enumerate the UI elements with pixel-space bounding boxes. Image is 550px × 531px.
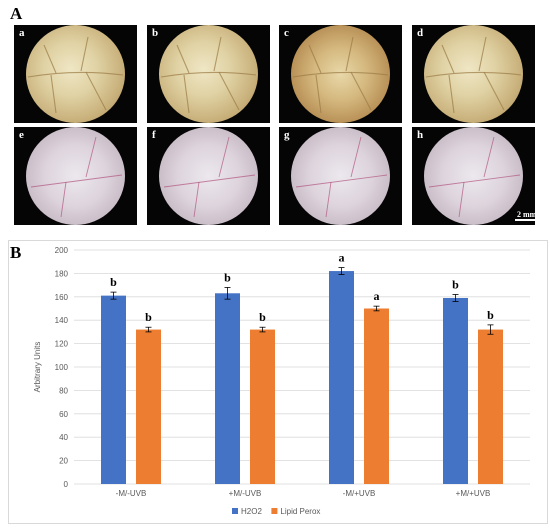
micrograph-b: b xyxy=(147,25,270,123)
y-tick-label: 0 xyxy=(64,480,69,489)
significance-letter: b xyxy=(110,275,117,289)
significance-letter: a xyxy=(339,251,345,265)
micrograph-g: g xyxy=(279,127,402,225)
y-tick-label: 100 xyxy=(55,363,69,372)
vein-lines xyxy=(163,136,256,218)
vein-lines xyxy=(295,136,388,218)
micrograph-letter: f xyxy=(152,129,156,141)
vein-lines xyxy=(292,36,389,114)
micrograph-letter: a xyxy=(19,27,25,39)
micrograph-a: a xyxy=(14,25,137,123)
leaf-disk xyxy=(26,127,125,225)
significance-letter: b xyxy=(259,310,266,324)
scale-bar-line xyxy=(515,219,539,221)
significance-letter: a xyxy=(374,289,380,303)
bar-h2o2 xyxy=(101,295,126,484)
micrograph-letter: e xyxy=(19,129,24,141)
vein-lines xyxy=(30,136,123,218)
panel-b-label: B xyxy=(10,243,22,262)
leaf-disk xyxy=(291,127,390,225)
x-category-label: +M/-UVB xyxy=(229,489,262,498)
y-tick-label: 140 xyxy=(55,316,69,325)
bar-h2o2 xyxy=(329,271,354,484)
significance-letter: b xyxy=(487,308,494,322)
significance-letter: b xyxy=(224,270,231,284)
vein-lines xyxy=(428,136,521,218)
bar-chart: 0 20 40 60 80 100 120 140 160 180 200 Arbitrary Uni… xyxy=(33,246,530,516)
micrograph-letter: d xyxy=(417,27,424,39)
y-tick-label: 60 xyxy=(59,410,68,419)
vein-lines xyxy=(160,36,257,114)
y-tick-label: 80 xyxy=(59,386,68,395)
scale-bar-label: 2 mm xyxy=(517,210,537,219)
y-tick-label: 180 xyxy=(55,269,69,278)
micrograph-c: c xyxy=(279,25,402,123)
chart-frame xyxy=(8,240,548,524)
micrograph-d: d xyxy=(412,25,535,123)
y-axis-label: Arbitrary Units xyxy=(33,342,42,393)
micrograph-h: h xyxy=(412,127,535,225)
x-category-label: -M/+UVB xyxy=(343,489,376,498)
bar-lipid-perox xyxy=(364,308,389,484)
legend-swatch xyxy=(271,508,278,514)
micrograph-letter: h xyxy=(417,129,424,141)
vein-lines xyxy=(27,36,124,114)
leaf-disk xyxy=(424,127,523,225)
panel-a-label: A xyxy=(10,4,23,23)
leaf-disk xyxy=(159,127,258,225)
significance-letter: b xyxy=(145,310,152,324)
y-tick-label: 200 xyxy=(55,246,69,255)
bar-lipid-perox xyxy=(250,329,275,484)
x-category-label: -M/-UVB xyxy=(116,489,147,498)
legend-swatch xyxy=(232,508,238,514)
x-category-label: +M/+UVB xyxy=(456,489,491,498)
legend-label: H2O2 xyxy=(241,507,262,516)
vein-lines xyxy=(425,36,522,114)
micrograph-letter: g xyxy=(284,129,290,141)
y-tick-label: 20 xyxy=(59,457,68,466)
micrograph-letter: b xyxy=(152,27,159,39)
y-tick-label: 160 xyxy=(55,293,69,302)
y-tick-label: 40 xyxy=(59,433,68,442)
micrograph-f: f xyxy=(147,127,270,225)
micrograph-e: e xyxy=(14,127,137,225)
bar-h2o2 xyxy=(443,297,468,484)
y-tick-label: 120 xyxy=(55,340,69,349)
significance-letter: b xyxy=(452,277,459,291)
micrograph-letter: c xyxy=(284,27,289,39)
bar-h2o2 xyxy=(215,293,240,484)
legend-label: Lipid Perox xyxy=(280,507,320,516)
bar-lipid-perox xyxy=(478,329,503,484)
bar-lipid-perox xyxy=(136,329,161,484)
